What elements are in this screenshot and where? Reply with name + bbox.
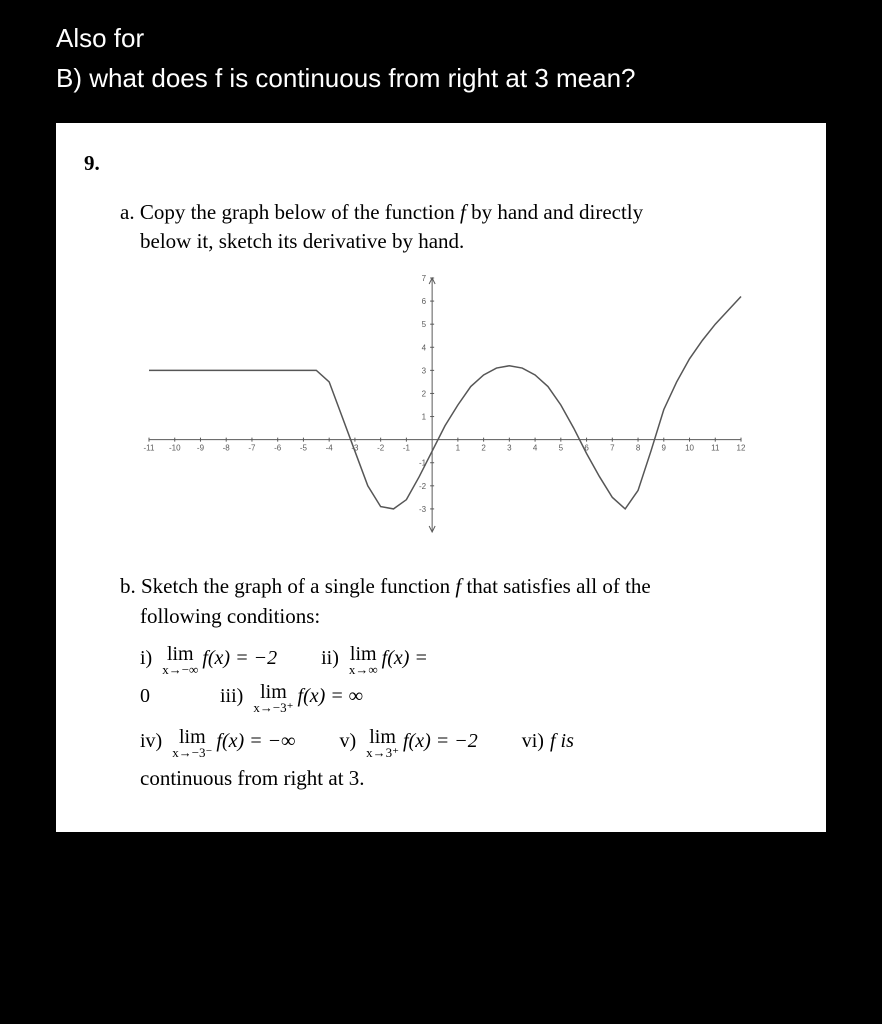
cond-vi-rhs: f is — [550, 728, 574, 754]
part-b-letter: b. — [120, 574, 136, 598]
svg-text:-11: -11 — [144, 444, 156, 453]
cond-v-rhs: f(x) = −2 — [403, 728, 478, 754]
condition-i: i) limx→−∞ f(x) = −2 — [140, 645, 277, 676]
part-b-text-1: Sketch the graph of a single function — [141, 574, 455, 598]
svg-text:-8: -8 — [223, 444, 231, 453]
part-a-letter: a. — [120, 200, 135, 224]
conditions-block: i) limx→−∞ f(x) = −2 ii) limx→∞ f(x) = 0… — [140, 645, 798, 792]
part-a-text-1: Copy the graph below of the function — [140, 200, 460, 224]
graph-container: -11-10-9-8-7-6-5-4-3-2-1123456789101112-… — [84, 270, 798, 550]
cond-iv-label: iv) — [140, 728, 162, 754]
svg-text:-10: -10 — [169, 444, 181, 453]
cond-iii-rhs: f(x) = ∞ — [298, 683, 364, 709]
part-a-text-2: below it, sketch its derivative by hand. — [140, 227, 798, 256]
svg-text:-9: -9 — [197, 444, 205, 453]
part-b-text-1b: that satisfies all of the — [466, 574, 650, 598]
condition-iv: iv) limx→−3⁻ f(x) = −∞ — [140, 728, 295, 759]
svg-text:5: 5 — [559, 444, 564, 453]
condition-vi: vi) f is — [522, 728, 574, 759]
conditions-row-2: 0 iii) limx→−3⁺ f(x) = ∞ — [140, 683, 798, 714]
svg-text:-4: -4 — [326, 444, 334, 453]
part-a: a. Copy the graph below of the function … — [120, 198, 798, 257]
cond-ii-sub: x→∞ — [349, 664, 378, 676]
condition-ii: ii) limx→∞ f(x) = — [321, 645, 428, 676]
part-a-text-1b: by hand and directly — [471, 200, 643, 224]
svg-text:6: 6 — [422, 297, 427, 306]
condition-iii: iii) limx→−3⁺ f(x) = ∞ — [220, 683, 363, 714]
svg-text:9: 9 — [662, 444, 667, 453]
condition-ii-zero: 0 — [140, 683, 150, 714]
svg-text:3: 3 — [507, 444, 512, 453]
condition-v: v) limx→3⁺ f(x) = −2 — [339, 728, 477, 759]
cond-vi-label: vi) — [522, 728, 544, 754]
svg-text:-7: -7 — [248, 444, 256, 453]
cond-iii-label: iii) — [220, 683, 243, 709]
svg-text:3: 3 — [422, 367, 427, 376]
cond-iv-rhs: f(x) = −∞ — [216, 728, 295, 754]
function-graph: -11-10-9-8-7-6-5-4-3-2-1123456789101112-… — [131, 270, 751, 550]
header-line-2: B) what does f is continuous from right … — [56, 58, 826, 98]
problem-page: 9. a. Copy the graph below of the functi… — [56, 123, 826, 833]
svg-text:-2: -2 — [419, 482, 427, 491]
part-b-text-2: following conditions: — [140, 602, 798, 631]
svg-text:-3: -3 — [419, 505, 427, 514]
cond-v-label: v) — [339, 728, 356, 754]
svg-text:8: 8 — [636, 444, 641, 453]
svg-text:7: 7 — [610, 444, 615, 453]
svg-text:-2: -2 — [377, 444, 385, 453]
cond-i-sub: x→−∞ — [162, 664, 198, 676]
svg-text:10: 10 — [685, 444, 694, 453]
condition-vi-trail: continuous from right at 3. — [140, 765, 798, 792]
svg-text:11: 11 — [711, 444, 720, 453]
svg-text:-5: -5 — [300, 444, 308, 453]
svg-text:1: 1 — [456, 444, 461, 453]
question-header: Also for B) what does f is continuous fr… — [0, 0, 882, 123]
svg-text:-6: -6 — [274, 444, 282, 453]
svg-text:2: 2 — [481, 444, 486, 453]
part-b: b. Sketch the graph of a single function… — [120, 572, 798, 631]
cond-v-sub: x→3⁺ — [366, 747, 399, 759]
svg-text:7: 7 — [422, 274, 427, 283]
svg-text:4: 4 — [533, 444, 538, 453]
cond-i-label: i) — [140, 645, 152, 671]
svg-text:4: 4 — [422, 344, 427, 353]
part-a-f: f — [460, 200, 471, 224]
conditions-row-1: i) limx→−∞ f(x) = −2 ii) limx→∞ f(x) = — [140, 645, 798, 676]
cond-i-rhs: f(x) = −2 — [202, 645, 277, 671]
svg-text:1: 1 — [422, 413, 427, 422]
svg-text:-1: -1 — [403, 444, 411, 453]
conditions-row-3: iv) limx→−3⁻ f(x) = −∞ v) limx→3⁺ f(x) =… — [140, 728, 798, 759]
part-b-f: f — [455, 574, 466, 598]
svg-text:2: 2 — [422, 390, 427, 399]
cond-iv-sub: x→−3⁻ — [172, 747, 212, 759]
header-line-1: Also for — [56, 18, 826, 58]
cond-iii-sub: x→−3⁺ — [253, 702, 293, 714]
cond-ii-label: ii) — [321, 645, 339, 671]
cond-ii-rhs: f(x) = — [382, 645, 428, 671]
problem-number: 9. — [84, 151, 798, 176]
svg-text:5: 5 — [422, 321, 427, 330]
svg-text:12: 12 — [737, 444, 746, 453]
